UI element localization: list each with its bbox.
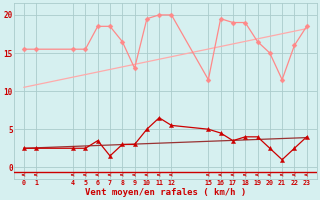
X-axis label: Vent moyen/en rafales ( km/h ): Vent moyen/en rafales ( km/h ): [85, 188, 246, 197]
